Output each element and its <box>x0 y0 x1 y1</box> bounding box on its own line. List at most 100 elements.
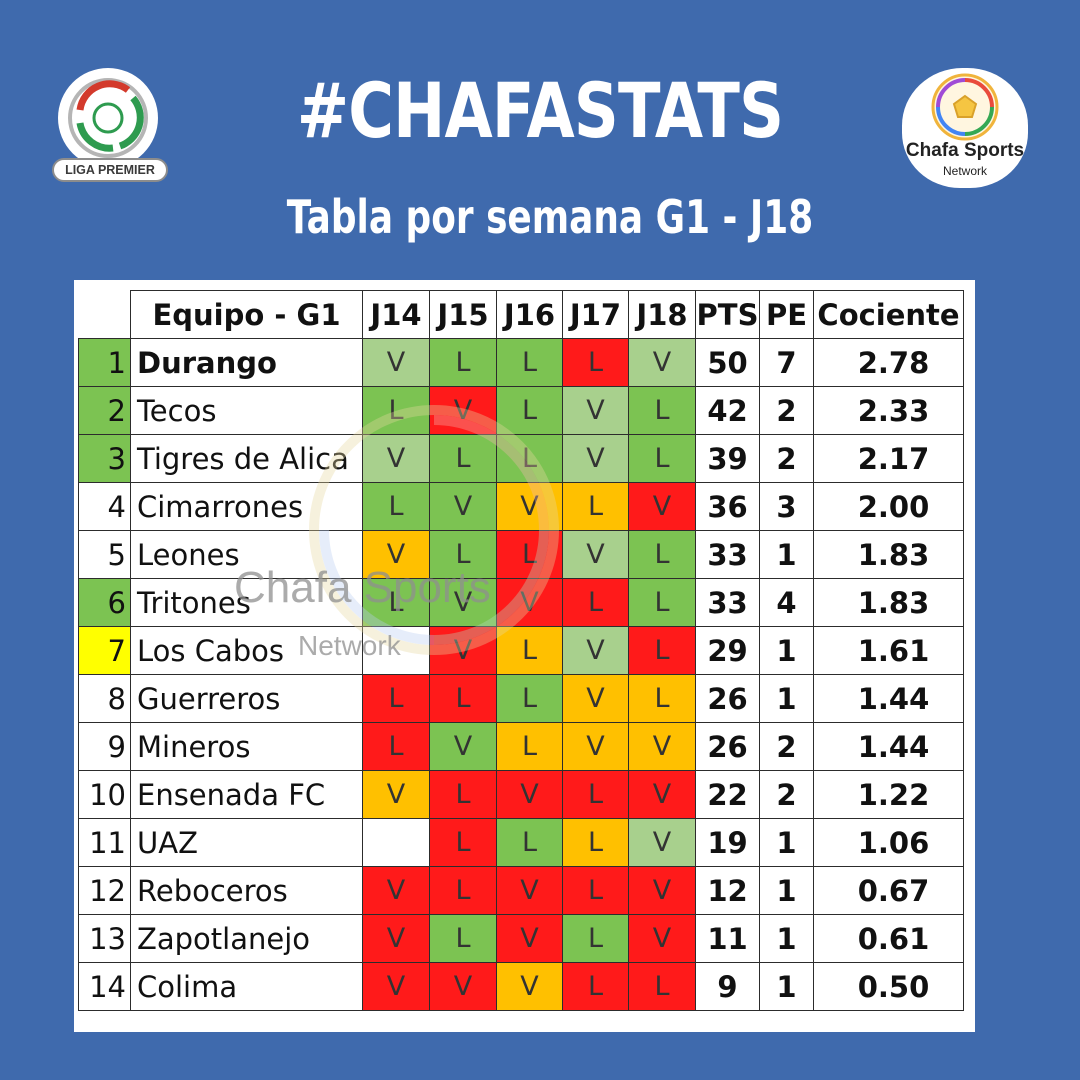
points-cell: 50 <box>695 338 760 387</box>
points-cell: 19 <box>695 818 760 867</box>
points-cell: 26 <box>695 722 760 771</box>
table-row: 5 Leones V L L V L 33 1 1.83 <box>78 530 964 579</box>
quotient-cell: 0.50 <box>813 962 964 1011</box>
points-cell: 22 <box>695 770 760 819</box>
points-cell: 33 <box>695 530 760 579</box>
table-row: 9 Mineros L V L V V 26 2 1.44 <box>78 722 964 771</box>
result-cell: L <box>496 722 563 771</box>
games-played-cell: 7 <box>759 338 814 387</box>
table-row: 2 Tecos L V L V L 42 2 2.33 <box>78 386 964 435</box>
quotient-cell: 2.33 <box>813 386 964 435</box>
table-row: 10 Ensenada FC V L V L V 22 2 1.22 <box>78 770 964 819</box>
header-corner <box>78 290 131 339</box>
page-title: #CHAFASTATS <box>296 66 784 155</box>
result-cell: L <box>429 866 497 915</box>
result-cell: L <box>628 962 696 1011</box>
column-header: J18 <box>628 290 696 339</box>
points-cell: 42 <box>695 386 760 435</box>
result-cell: L <box>562 770 629 819</box>
result-cell: V <box>496 578 563 627</box>
column-header: PTS <box>695 290 760 339</box>
quotient-cell: 1.44 <box>813 722 964 771</box>
table-row: 6 Tritones L V V L L 33 4 1.83 <box>78 578 964 627</box>
team-name-cell: Ensenada FC <box>130 770 363 819</box>
result-cell: L <box>496 386 563 435</box>
result-cell: V <box>429 386 497 435</box>
result-cell: L <box>429 530 497 579</box>
team-name-cell: Tigres de Alica <box>130 434 363 483</box>
games-played-cell: 4 <box>759 578 814 627</box>
result-cell: V <box>362 914 430 963</box>
games-played-cell: 1 <box>759 626 814 675</box>
rank-cell: 6 <box>78 578 131 627</box>
team-name-cell: UAZ <box>130 818 363 867</box>
games-played-cell: 1 <box>759 866 814 915</box>
result-cell: V <box>628 866 696 915</box>
result-cell: L <box>362 386 430 435</box>
team-name-cell: Reboceros <box>130 866 363 915</box>
result-cell: L <box>429 818 497 867</box>
result-cell: V <box>496 866 563 915</box>
result-cell: V <box>362 434 430 483</box>
team-name-cell: Tritones <box>130 578 363 627</box>
table-row: 14 Colima V V V L L 9 1 0.50 <box>78 962 964 1011</box>
result-cell: L <box>628 626 696 675</box>
chafa-sports-logo: Chafa Sports Network <box>902 68 1028 188</box>
result-cell <box>362 626 430 675</box>
table-row: 8 Guerreros L L L V L 26 1 1.44 <box>78 674 964 723</box>
result-cell: L <box>429 914 497 963</box>
result-cell: L <box>496 818 563 867</box>
column-header: J15 <box>429 290 497 339</box>
games-played-cell: 2 <box>759 722 814 771</box>
games-played-cell: 1 <box>759 674 814 723</box>
points-cell: 39 <box>695 434 760 483</box>
result-cell: V <box>362 866 430 915</box>
rank-cell: 13 <box>78 914 131 963</box>
result-cell: V <box>429 482 497 531</box>
result-cell: V <box>562 386 629 435</box>
result-cell: L <box>562 578 629 627</box>
result-cell: V <box>362 338 430 387</box>
quotient-cell: 1.06 <box>813 818 964 867</box>
result-cell: L <box>628 578 696 627</box>
result-cell: L <box>496 338 563 387</box>
result-cell: V <box>628 482 696 531</box>
quotient-cell: 1.83 <box>813 530 964 579</box>
result-cell: V <box>628 914 696 963</box>
rank-cell: 14 <box>78 962 131 1011</box>
team-name-cell: Leones <box>130 530 363 579</box>
points-cell: 11 <box>695 914 760 963</box>
team-name-cell: Durango <box>130 338 363 387</box>
result-cell: V <box>429 626 497 675</box>
games-played-cell: 3 <box>759 482 814 531</box>
points-cell: 26 <box>695 674 760 723</box>
rank-cell: 9 <box>78 722 131 771</box>
result-cell: L <box>628 434 696 483</box>
table-row: 7 Los Cabos V L V L 29 1 1.61 <box>78 626 964 675</box>
column-header: Cociente <box>813 290 964 339</box>
result-cell: L <box>429 770 497 819</box>
rank-cell: 2 <box>78 386 131 435</box>
team-name-cell: Guerreros <box>130 674 363 723</box>
team-name-cell: Colima <box>130 962 363 1011</box>
result-cell: L <box>562 338 629 387</box>
result-cell: L <box>562 818 629 867</box>
result-cell: V <box>562 530 629 579</box>
result-cell: L <box>562 482 629 531</box>
result-cell: V <box>628 770 696 819</box>
result-cell: L <box>429 338 497 387</box>
table-row: 12 Reboceros V L V L V 12 1 0.67 <box>78 866 964 915</box>
result-cell: V <box>429 962 497 1011</box>
liga-premier-emblem-icon <box>58 68 158 168</box>
rank-cell: 4 <box>78 482 131 531</box>
points-cell: 12 <box>695 866 760 915</box>
result-cell: V <box>628 338 696 387</box>
quotient-cell: 2.00 <box>813 482 964 531</box>
table-row: 1 Durango V L L L V 50 7 2.78 <box>78 338 964 387</box>
quotient-cell: 1.83 <box>813 578 964 627</box>
page-subtitle: Tabla por semana G1 - J18 <box>286 190 814 244</box>
standings-table-card: Equipo - G1 J14 J15 J16 J17 J18 PTS PE Cociente … <box>74 280 975 1032</box>
games-played-cell: 2 <box>759 770 814 819</box>
result-cell: L <box>496 626 563 675</box>
rank-cell: 7 <box>78 626 131 675</box>
